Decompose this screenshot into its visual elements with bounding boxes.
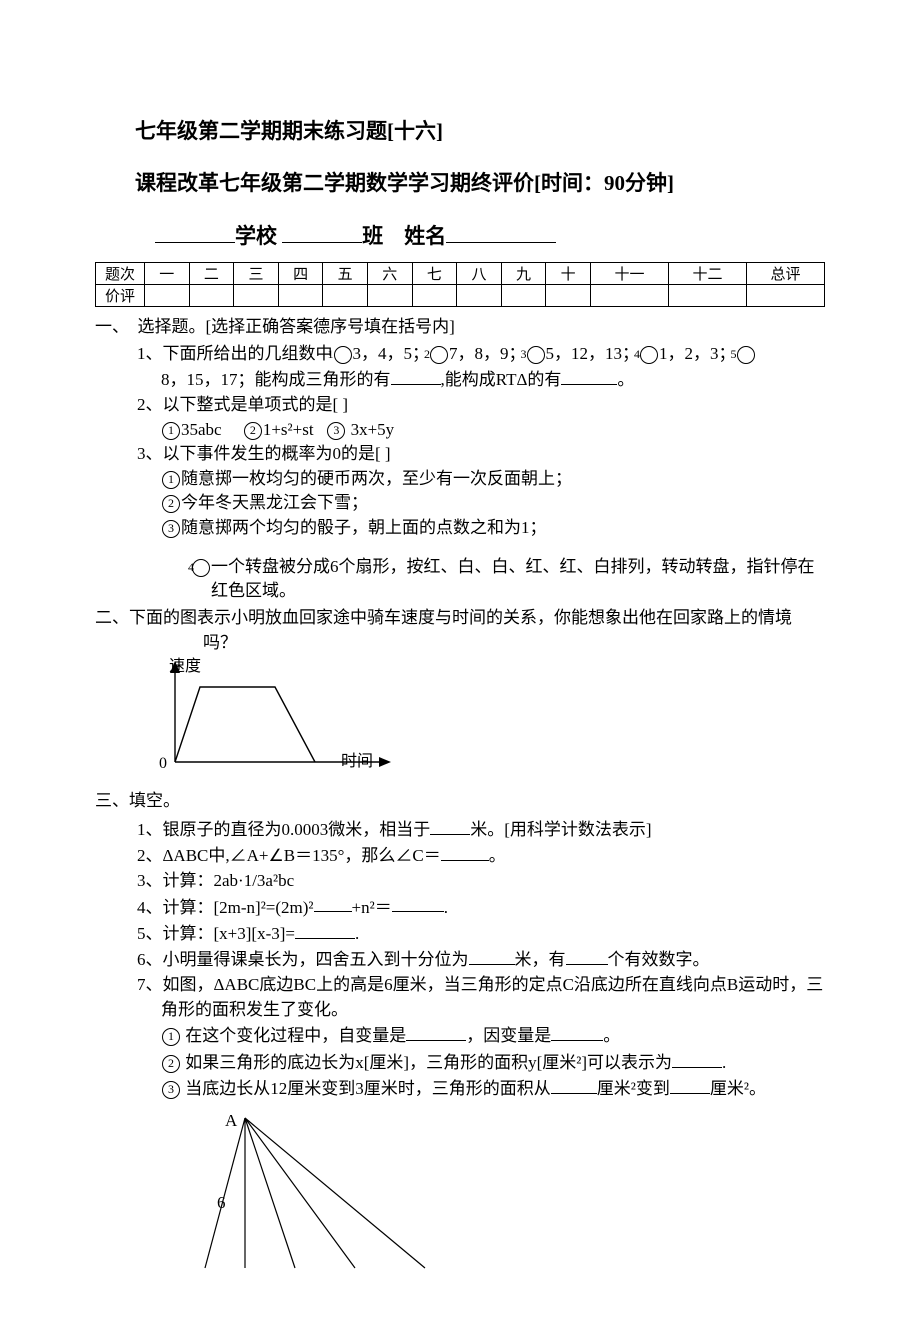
doc-title-2: 课程改革七年级第二学期数学学习期终评价[时间：90分钟] xyxy=(135,167,825,197)
col-head: 十 xyxy=(546,263,591,285)
q3-opt1: 1随意掷一枚均匀的硬币两次，至少有一次反面朝上； xyxy=(161,467,825,492)
s3-q1: 1、银原子的直径为0.0003微米，相当于米。[用科学计数法表示] xyxy=(137,816,825,842)
col-head: 五 xyxy=(323,263,368,285)
svg-text:0: 0 xyxy=(159,755,167,772)
s3-q4: 4、计算：[2m-n]²=(2m)²+n²＝. xyxy=(137,894,825,920)
q3: 3、以下事件发生的概率为0的是[ ] xyxy=(137,442,825,467)
col-head: 十二 xyxy=(668,263,746,285)
row-header: 题次 xyxy=(96,263,145,285)
col-head: 六 xyxy=(367,263,412,285)
col-head: 二 xyxy=(189,263,234,285)
col-head: 九 xyxy=(501,263,546,285)
triangle-figure: A6 xyxy=(195,1108,825,1278)
q1: 1、下面所给出的几组数中13，4，5；27，8，9；35，12，13；41，2，… xyxy=(137,342,825,393)
row-header: 价评 xyxy=(96,285,145,307)
section-1-head: 一、 选择题。[选择正确答案德序号填在括号内] xyxy=(95,315,825,340)
col-head: 总评 xyxy=(746,263,824,285)
q3-opt2: 2今年冬天黑龙江会下雪； xyxy=(161,491,825,516)
s3-q3: 3、计算：2ab·1/3a²bc xyxy=(137,869,825,894)
col-head: 八 xyxy=(457,263,502,285)
s3-q7-1: 1 在这个变化过程中，自变量是，因变量是。 xyxy=(161,1022,825,1048)
svg-text:速度: 速度 xyxy=(169,657,201,675)
table-row: 题次 一 二 三 四 五 六 七 八 九 十 十一 十二 总评 xyxy=(96,263,825,285)
section-2-head: 二、下面的图表示小明放血回家途中骑车速度与时间的关系，你能想象出他在回家路上的情… xyxy=(95,606,825,655)
col-head: 三 xyxy=(234,263,279,285)
s3-q2: 2、ΔABC中,∠A+∠B＝135°，那么∠C＝。 xyxy=(137,842,825,868)
student-info-line: 学校 班 姓名 xyxy=(155,219,825,250)
col-head: 十一 xyxy=(590,263,668,285)
col-head: 一 xyxy=(145,263,190,285)
q3-opt4: 4一个转盘被分成6个扇形，按红、白、白、红、红、白排列，转动转盘，指针停在红色区… xyxy=(191,555,825,604)
svg-text:时间: 时间 xyxy=(341,752,373,770)
speed-time-chart: 速度时间 0 xyxy=(145,657,825,787)
svg-text:6: 6 xyxy=(217,1193,226,1212)
s3-q7: 7、如图，ΔABC底边BC上的高是6厘米，当三角形的定点C沿底边所在直线向点B运… xyxy=(137,973,825,1022)
s3-q6: 6、小明量得课桌长为，四舍五入到十分位为米，有个有效数字。 xyxy=(137,946,825,972)
doc-title-1: 七年级第二学期期末练习题[十六] xyxy=(135,115,825,145)
q3-opt3: 3随意掷两个均匀的骰子，朝上面的点数之和为1； xyxy=(161,516,825,541)
s3-q5: 5、计算：[x+3][x-3]=. xyxy=(137,920,825,946)
table-row: 价评 xyxy=(96,285,825,307)
q2-options: 135abc 21+s²+st 3 3x+5y xyxy=(161,418,825,443)
svg-text:A: A xyxy=(225,1111,238,1130)
col-head: 七 xyxy=(412,263,457,285)
col-head: 四 xyxy=(278,263,323,285)
score-table: 题次 一 二 三 四 五 六 七 八 九 十 十一 十二 总评 价评 xyxy=(95,262,825,307)
section-3-head: 三、填空。 xyxy=(95,789,825,814)
q2: 2、以下整式是单项式的是[ ] xyxy=(137,393,825,418)
s3-q7-3: 3 当底边长从12厘米变到3厘米时，三角形的面积从厘米²变到厘米²。 xyxy=(161,1075,825,1101)
s3-q7-2: 2 如果三角形的底边长为x[厘米]，三角形的面积y[厘米²]可以表示为. xyxy=(161,1049,825,1075)
